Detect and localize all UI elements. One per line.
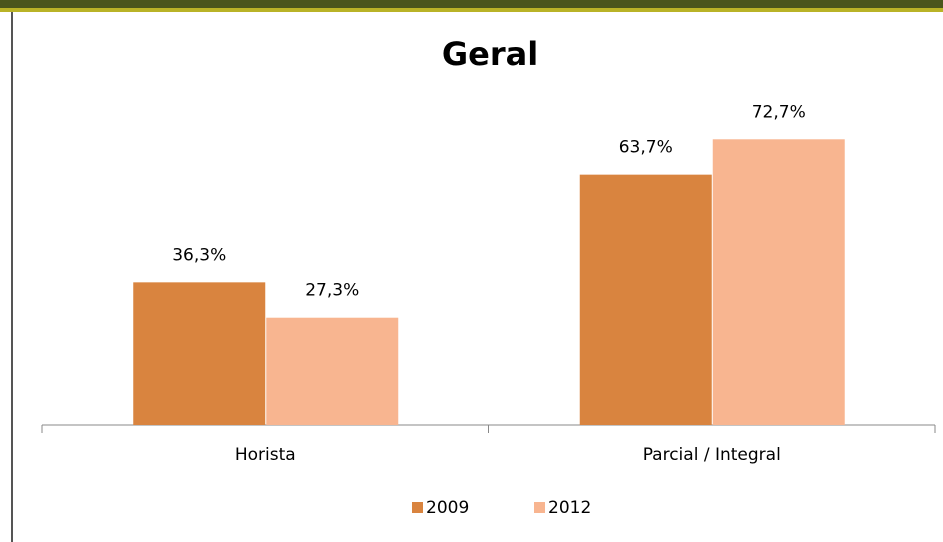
- bar: [133, 282, 266, 425]
- value-label: 27,3%: [305, 281, 359, 301]
- legend-label: 2012: [548, 498, 591, 518]
- value-label: 72,7%: [752, 102, 806, 122]
- x-tick-label: Parcial / Integral: [643, 445, 781, 465]
- top-bar: [0, 0, 943, 8]
- bar: [712, 139, 845, 425]
- chart-title: Geral: [442, 35, 538, 73]
- legend-swatch: [412, 502, 423, 513]
- top-stripe: [0, 8, 943, 12]
- legend-swatch: [534, 502, 545, 513]
- value-label: 63,7%: [619, 138, 673, 158]
- legend-label: 2009: [426, 498, 469, 518]
- bar: [579, 174, 712, 425]
- value-label: 36,3%: [172, 245, 226, 265]
- bar: [266, 317, 399, 425]
- x-tick-label: Horista: [235, 445, 296, 465]
